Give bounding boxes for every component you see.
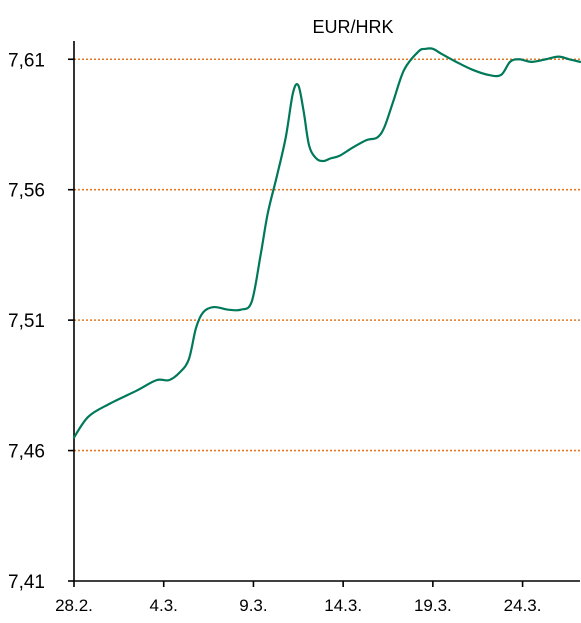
y-axis-ticks: 7,41 7,46 7,51 7,56 7,61 [8,50,74,593]
series-line-0 [72,47,581,439]
x-axis-ticks: 28.2. 4.3. 9.3. 14.3. 19.3. 24.3. [55,581,541,615]
x-tick-label-4: 19.3. [414,596,452,615]
series-lines [72,47,581,439]
y-tick-label-4: 7,61 [8,50,45,71]
y-tick-label-1: 7,46 [8,442,45,463]
y-tick-label-0: 7,41 [8,572,45,593]
x-tick-label-1: 4.3. [150,596,178,615]
gridlines [74,58,580,452]
x-tick-label-2: 9.3. [239,596,267,615]
y-tick-label-3: 7,56 [8,181,45,202]
x-tick-label-5: 24.3. [504,596,542,615]
chart-title: EUR/HRK [312,17,393,37]
axes [73,41,580,582]
x-tick-label-0: 28.2. [55,596,93,615]
x-tick-label-3: 14.3. [324,596,362,615]
y-tick-label-2: 7,51 [8,311,45,332]
